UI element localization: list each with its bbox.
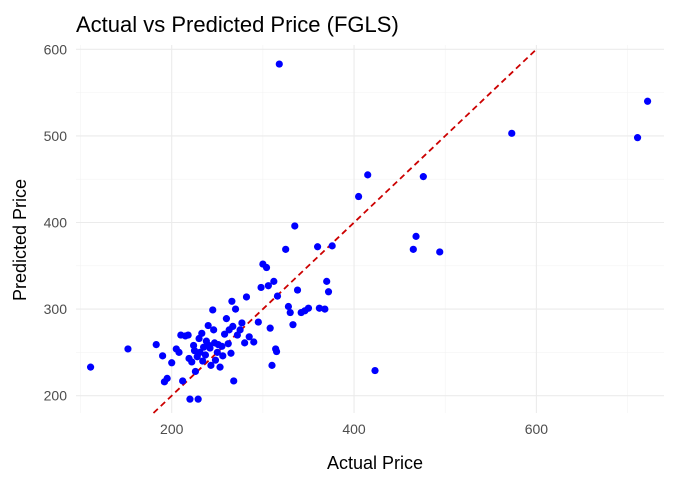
data-point-39 [218,342,226,350]
x-axis-label: Actual Price [327,453,423,473]
data-point-49 [231,305,240,313]
data-point-71 [286,308,294,317]
data-point-88 [412,232,420,240]
data-point-85 [364,171,372,179]
data-point-35 [211,356,220,364]
data-point-90 [436,248,444,256]
data-point-72 [289,321,297,329]
data-point-56 [250,338,258,346]
data-point-81 [323,277,331,285]
y-tick-label-1: 300 [44,301,68,317]
data-point-24 [199,357,207,365]
data-point-92 [633,134,642,142]
data-point-31 [207,361,215,369]
y-axis-label: Predicted Price [10,179,30,301]
data-point-64 [270,277,278,285]
x-tick-label-2: 600 [525,421,549,437]
data-point-47 [229,322,237,331]
data-point-82 [324,288,333,296]
reference-line [152,48,537,414]
data-point-45 [227,349,235,357]
data-point-51 [236,326,244,334]
data-point-84 [355,192,363,201]
data-point-89 [419,173,427,181]
data-point-40 [219,352,227,360]
data-point-20 [194,395,202,403]
data-point-86 [371,366,379,375]
data-point-73 [291,222,299,230]
data-point-80 [321,305,329,313]
data-point-70 [284,302,293,311]
data-point-69 [282,245,290,253]
data-point-26 [201,351,210,359]
y-tick-label-0: 200 [44,388,68,404]
data-point-2 [152,340,160,349]
data-point-1 [124,345,132,353]
data-point-79 [315,304,324,312]
data-point-5 [163,374,171,382]
tick-labels: 200 400 600 200 300 400 500 600 [44,41,549,437]
data-point-32 [209,306,217,314]
data-point-52 [238,319,246,327]
data-point-63 [268,361,276,369]
data-point-68 [275,60,283,68]
data-point-15 [188,358,196,366]
data-point-57 [254,318,262,326]
data-point-3 [159,352,167,360]
data-point-36 [213,348,221,356]
y-tick-label-3: 500 [44,128,68,144]
data-point-93 [643,97,652,105]
data-point-23 [198,329,206,337]
data-point-67 [273,292,282,300]
data-point-43 [224,340,232,348]
y-tick-label-4: 600 [44,41,68,57]
data-point-14 [186,395,194,403]
data-point-12 [184,331,192,339]
data-point-55 [245,333,253,341]
chart-title: Actual vs Predicted Price (FGLS) [76,12,399,37]
data-point-91 [508,129,516,137]
data-point-48 [230,377,238,385]
data-point-74 [293,286,302,294]
data-point-17 [190,347,199,355]
data-points [86,60,652,403]
data-point-66 [272,347,281,356]
data-point-78 [313,243,322,251]
data-point-61 [264,282,272,290]
data-point-62 [266,324,274,332]
y-tick-label-2: 400 [44,215,68,231]
data-point-28 [204,321,212,330]
data-point-22 [196,348,204,356]
data-point-25 [200,343,208,351]
data-point-41 [220,330,229,338]
x-tick-label-1: 400 [342,421,366,437]
data-point-8 [175,348,183,356]
x-tick-label-0: 200 [160,421,184,437]
data-point-38 [216,363,224,371]
data-point-83 [328,242,336,250]
data-point-87 [409,245,417,253]
grid [76,45,664,413]
data-point-46 [228,297,236,305]
data-point-10 [179,377,187,385]
data-point-42 [222,315,231,323]
data-point-58 [257,283,265,292]
data-point-6 [168,359,176,367]
data-point-53 [241,339,249,347]
data-point-54 [242,293,251,301]
data-point-18 [191,367,200,376]
data-point-30 [206,344,214,352]
data-point-60 [262,263,271,272]
data-point-0 [86,363,95,371]
data-point-33 [210,326,218,334]
data-point-77 [304,304,313,312]
